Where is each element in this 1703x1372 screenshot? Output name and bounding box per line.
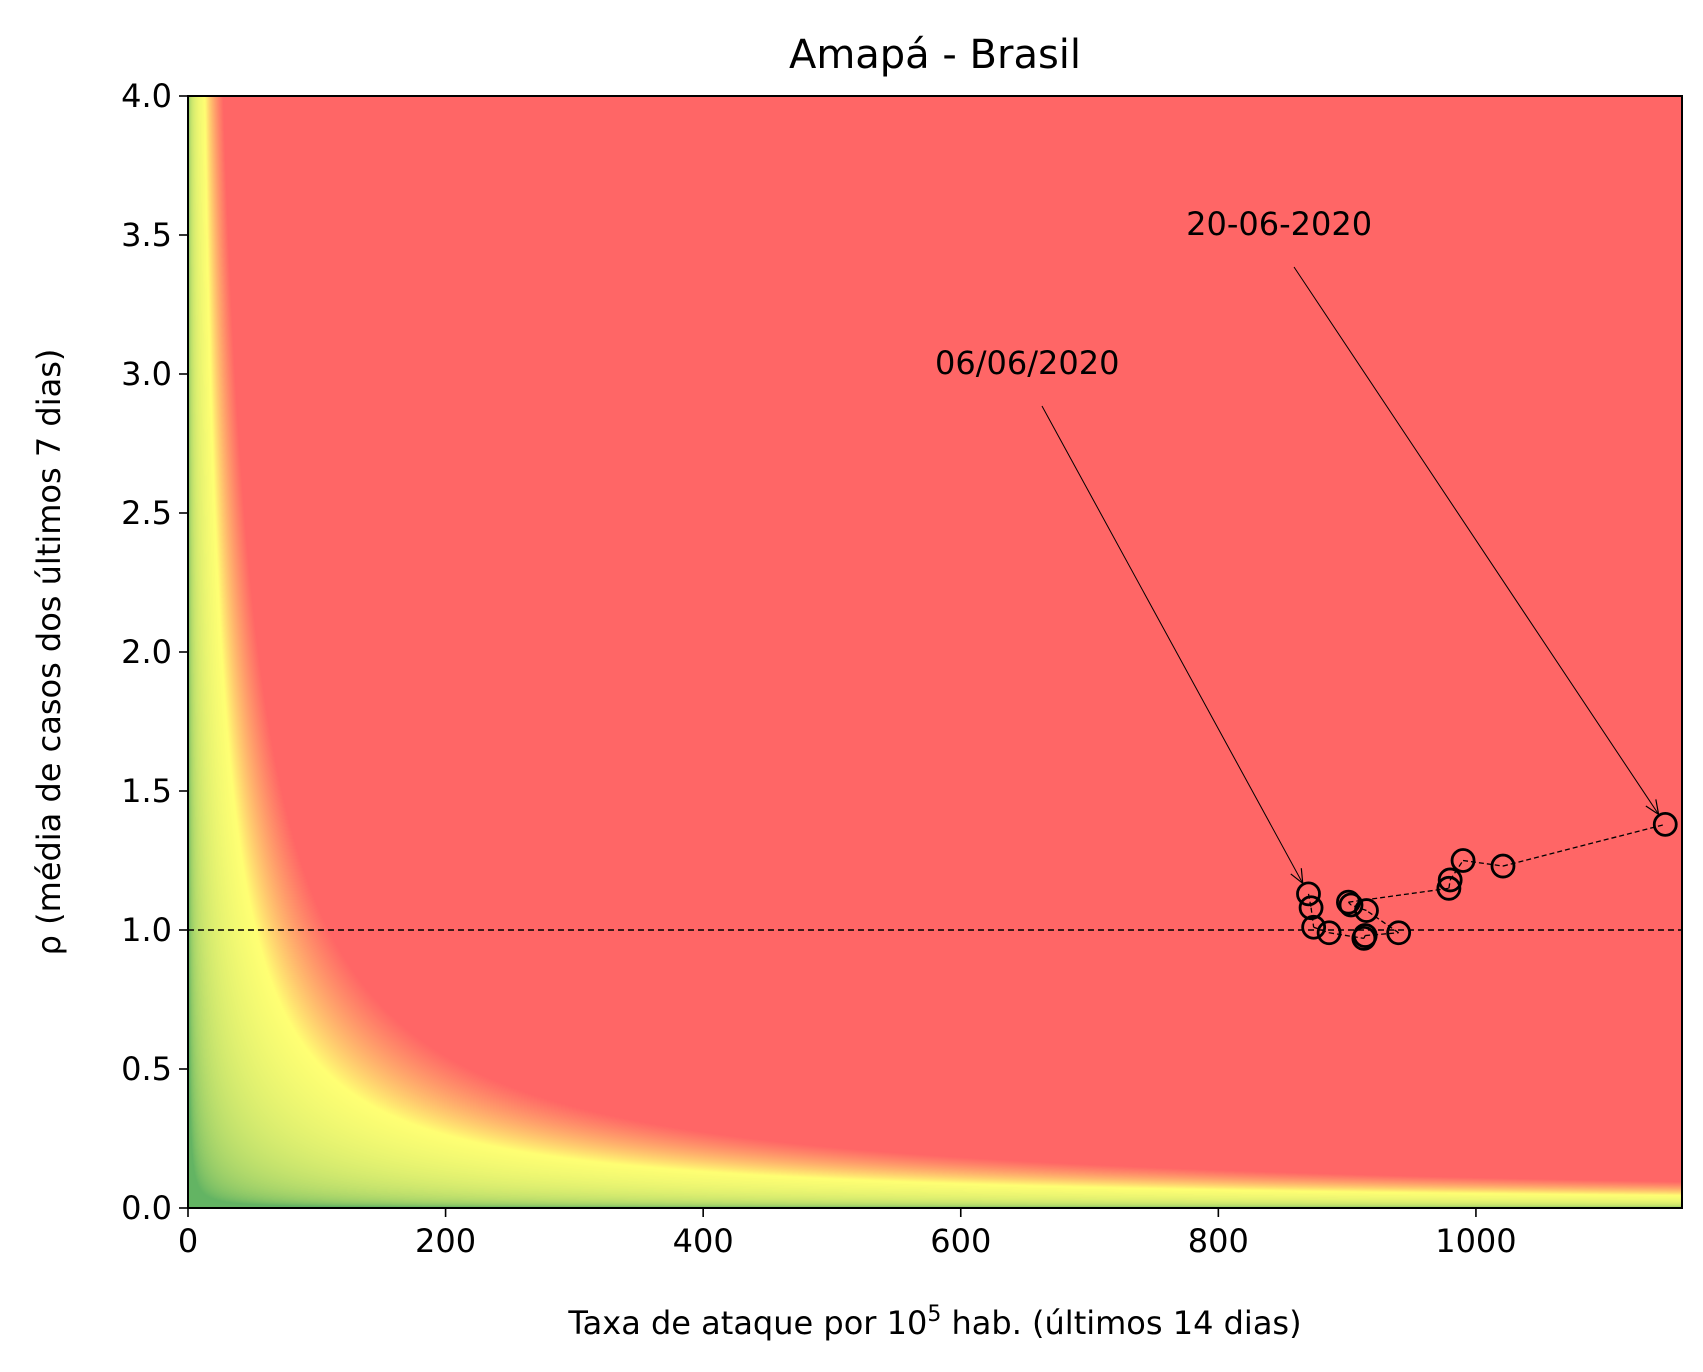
y-tick-label: 2.0: [121, 633, 172, 671]
y-axis-label: ρ (média de casos dos últimos 7 dias): [30, 349, 68, 956]
heatmap-image: [188, 96, 1682, 1208]
annotation-label: 20-06-2020: [1186, 205, 1372, 243]
data-point-marker: [1436, 875, 1462, 901]
y-axis: 0.0 0.5 1.0 1.5 2.0 2.5 3.0 3.5 4.0: [121, 77, 188, 1227]
trajectory-segment: [1313, 926, 1330, 934]
data-point-marker: [1437, 867, 1463, 893]
data-point-marker: [1386, 920, 1412, 946]
risk-heatmap: [188, 96, 1682, 1208]
data-point-marker: [1298, 895, 1324, 921]
x-axis-label-prefix: Taxa de ataque por 10: [567, 1304, 927, 1342]
data-point-marker: [1301, 914, 1327, 940]
y-tick-label: 1.0: [121, 911, 172, 949]
annotation-arrow: [1293, 266, 1660, 815]
annotation-arrowhead: [1645, 799, 1660, 816]
data-point-marker: [1352, 923, 1378, 948]
y-tick-label: 1.5: [121, 772, 172, 810]
trajectory-segment: [1366, 910, 1400, 934]
data-point-marker: [1652, 811, 1678, 837]
x-tick-label: 600: [930, 1222, 991, 1260]
data-points: [1296, 811, 1678, 951]
x-tick-label: 400: [673, 1222, 734, 1260]
chart-title: Amapá - Brasil: [789, 32, 1081, 78]
x-axis-label-suffix: hab. (últimos 14 dias): [941, 1304, 1301, 1342]
trajectory-segment: [1363, 935, 1366, 939]
data-point-marker: [1316, 920, 1342, 946]
data-point-marker: [1296, 881, 1321, 907]
annotation-arrowhead: [1290, 868, 1304, 885]
x-tick-label: 0: [178, 1222, 198, 1260]
trajectory-segment: [1448, 879, 1451, 889]
y-tick-label: 3.0: [121, 355, 172, 393]
data-point-marker: [1450, 848, 1476, 873]
y-tick-label: 4.0: [121, 77, 172, 115]
y-tick-label: 2.5: [121, 494, 172, 532]
annotation-arrow: [1041, 405, 1304, 884]
annotation-label: 06/06/2020: [935, 344, 1119, 382]
plot-area: 06/06/2020 20-06-2020: [187, 95, 1683, 1209]
trajectory-segment: [1462, 859, 1504, 867]
data-point-marker: [1336, 889, 1361, 915]
x-tick-label: 1000: [1435, 1222, 1516, 1260]
data-point-marker: [1490, 853, 1516, 879]
x-tick-label: 800: [1188, 1222, 1249, 1260]
trajectory-lines: [1307, 823, 1666, 939]
annotations: 06/06/2020 20-06-2020: [935, 205, 1660, 885]
y-tick-label: 3.5: [121, 216, 172, 254]
trajectory-segment: [1329, 932, 1364, 939]
x-tick-label: 200: [415, 1222, 476, 1260]
y-tick-label: 0.5: [121, 1050, 172, 1088]
trajectory-segment: [1502, 823, 1666, 867]
x-axis-label: Taxa de ataque por 105 hab. (últimos 14 …: [567, 1302, 1301, 1342]
trajectory-segment: [1365, 932, 1399, 937]
y-tick-label: 0.0: [121, 1189, 172, 1227]
x-axis: 0 200 400 600 800 1000: [178, 1208, 1517, 1260]
data-point-marker: [1338, 892, 1364, 918]
x-axis-label-superscript: 5: [927, 1302, 941, 1327]
